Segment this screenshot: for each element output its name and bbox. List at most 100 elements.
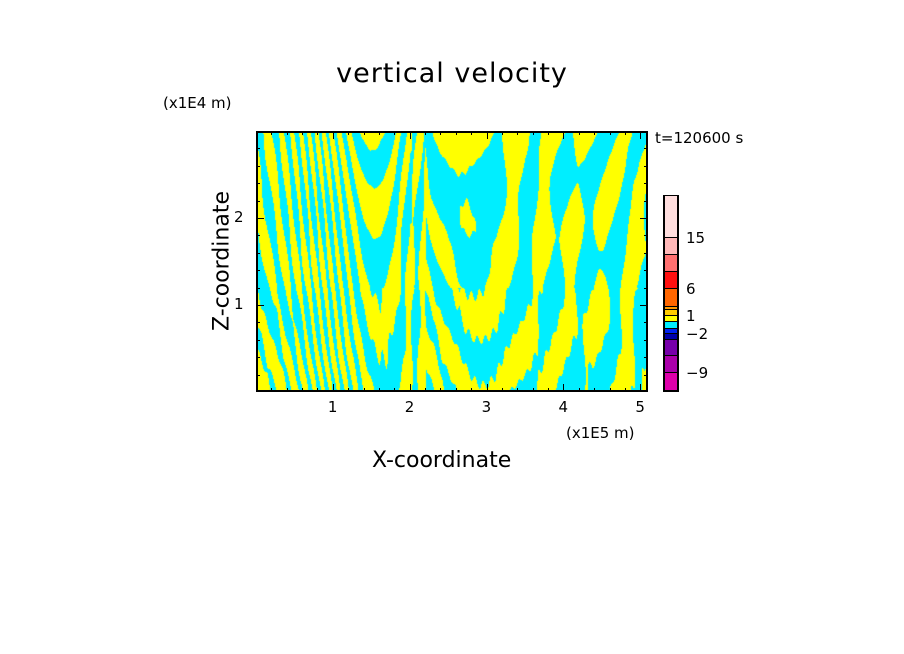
x-tick: [348, 131, 349, 135]
x-tick: [548, 388, 549, 392]
x-tick: [640, 384, 641, 392]
x-tick: [302, 388, 303, 392]
x-tick: [471, 388, 472, 392]
x-tick: [487, 384, 488, 392]
y-tick: [644, 270, 648, 271]
x-tick: [625, 388, 626, 392]
y-axis-label: Z-coordinate: [209, 191, 235, 331]
x-tick: [425, 131, 426, 135]
z-unit-label: (x1E4 m): [163, 94, 232, 112]
x-axis-label: X-coordinate: [372, 448, 512, 473]
x-tick: [317, 388, 318, 392]
y-tick-label: 1: [234, 295, 244, 313]
x-tick: [563, 384, 564, 392]
y-tick: [644, 288, 648, 289]
y-tick: [256, 253, 260, 254]
x-tick: [302, 131, 303, 135]
y-tick: [644, 166, 648, 167]
x-tick-label: 5: [635, 398, 645, 416]
colorbar-segment: [665, 307, 677, 310]
y-tick: [644, 201, 648, 202]
colorbar-segment: [665, 310, 677, 316]
y-tick: [644, 235, 648, 236]
x-tick: [579, 388, 580, 392]
y-tick: [256, 148, 260, 149]
time-label: t=120600 s: [655, 129, 744, 147]
y-tick: [644, 322, 648, 323]
x-tick: [533, 388, 534, 392]
y-tick: [644, 148, 648, 149]
colorbar-segment: [665, 334, 677, 340]
x-tick: [502, 131, 503, 135]
x-tick: [517, 388, 518, 392]
colorbar-segment: [665, 196, 677, 238]
colorbar-segment: [665, 272, 677, 289]
colorbar-segment: [665, 289, 677, 307]
y-tick: [644, 375, 648, 376]
x-tick: [410, 131, 411, 139]
y-tick: [256, 201, 260, 202]
y-tick-label: 2: [234, 208, 244, 226]
x-tick: [379, 131, 380, 135]
x-unit-label: (x1E5 m): [566, 424, 635, 442]
colorbar-segment: [665, 255, 677, 272]
x-tick: [440, 388, 441, 392]
y-tick: [256, 235, 260, 236]
colorbar-segment: [665, 340, 677, 356]
x-tick: [410, 384, 411, 392]
x-tick: [271, 131, 272, 135]
x-tick: [533, 131, 534, 135]
y-tick: [640, 305, 648, 306]
x-tick: [364, 131, 365, 135]
x-tick: [594, 131, 595, 135]
velocity-field: [258, 133, 646, 390]
x-tick-label: 2: [404, 398, 415, 416]
colorbar-segment: [665, 329, 677, 334]
y-tick: [256, 357, 260, 358]
x-tick: [394, 388, 395, 392]
y-tick: [256, 322, 260, 323]
x-tick: [333, 384, 334, 392]
y-tick: [644, 253, 648, 254]
colorbar-segment: [665, 373, 677, 391]
colorbar-tick-label: −2: [686, 325, 709, 343]
x-tick: [594, 388, 595, 392]
y-tick: [256, 375, 260, 376]
y-tick: [256, 340, 260, 341]
x-tick: [333, 131, 334, 139]
colorbar-segment: [665, 316, 677, 322]
y-tick: [256, 305, 264, 306]
colorbar-segment: [665, 356, 677, 373]
y-tick: [256, 270, 260, 271]
y-tick: [644, 357, 648, 358]
x-tick: [287, 131, 288, 135]
y-tick: [644, 340, 648, 341]
colorbar: [663, 195, 679, 392]
x-tick: [317, 131, 318, 135]
x-tick: [364, 388, 365, 392]
x-tick: [517, 131, 518, 135]
y-tick: [256, 183, 260, 184]
x-tick: [640, 131, 641, 139]
x-tick: [379, 388, 380, 392]
x-tick: [563, 131, 564, 139]
plot-area: [256, 131, 648, 392]
x-tick: [456, 131, 457, 135]
x-tick-label: 1: [327, 398, 338, 416]
colorbar-segment: [665, 322, 677, 329]
x-tick: [625, 131, 626, 135]
x-tick: [579, 131, 580, 135]
x-tick: [471, 131, 472, 135]
x-tick: [610, 388, 611, 392]
y-tick: [644, 183, 648, 184]
colorbar-tick-label: 15: [686, 229, 706, 247]
y-tick: [256, 166, 260, 167]
colorbar-tick-label: 1: [686, 307, 696, 325]
x-tick: [610, 131, 611, 135]
x-tick: [348, 388, 349, 392]
x-tick-label: 3: [481, 398, 492, 416]
y-tick: [640, 218, 648, 219]
x-tick: [502, 388, 503, 392]
x-tick: [456, 388, 457, 392]
colorbar-tick-label: −9: [686, 364, 709, 382]
